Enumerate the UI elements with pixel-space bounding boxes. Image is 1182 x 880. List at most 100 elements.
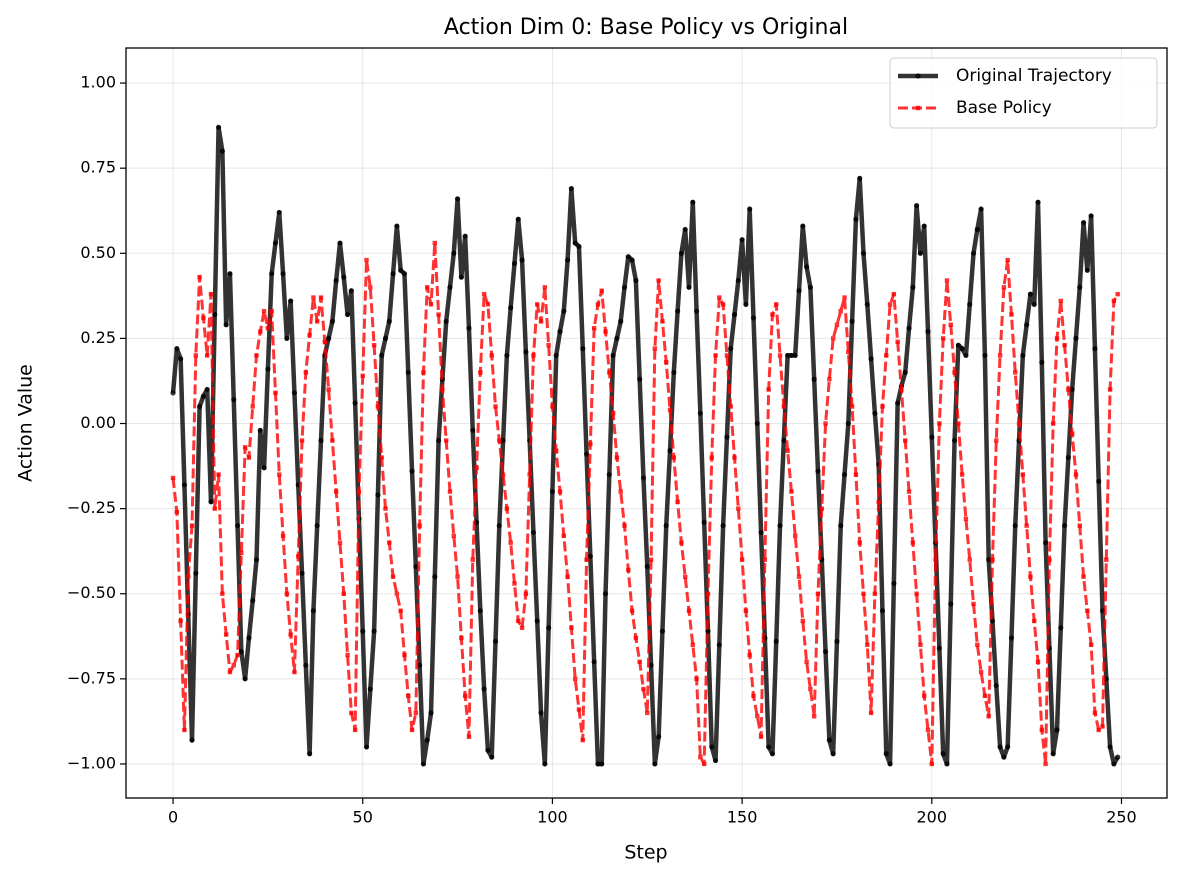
data-point: [880, 404, 885, 409]
data-point: [751, 693, 756, 699]
y-tick-label: −0.50: [67, 583, 116, 602]
data-point: [576, 707, 582, 712]
data-point: [937, 421, 942, 426]
data-point: [344, 311, 351, 318]
data-point: [940, 751, 946, 757]
data-point: [583, 451, 590, 457]
data-point: [1080, 220, 1087, 226]
data-point: [626, 567, 631, 573]
data-point: [220, 591, 225, 596]
data-point: [193, 570, 199, 576]
data-point: [917, 250, 924, 256]
data-point: [394, 591, 400, 596]
data-point: [724, 434, 730, 440]
data-point: [1115, 754, 1121, 760]
data-point: [364, 257, 369, 263]
data-point: [838, 308, 843, 314]
data-point: [777, 523, 783, 529]
data-point: [1061, 523, 1068, 529]
data-point: [535, 302, 540, 307]
data-point: [303, 370, 309, 375]
data-point: [758, 734, 764, 739]
data-point: [739, 237, 745, 243]
data-point: [519, 257, 525, 263]
data-point: [269, 271, 275, 277]
data-point: [398, 267, 404, 273]
x-tick-label: 250: [1106, 808, 1137, 827]
data-point: [781, 404, 787, 409]
data-point: [705, 628, 711, 634]
data-point: [1107, 744, 1113, 750]
data-point: [645, 710, 650, 716]
data-point: [197, 274, 202, 280]
data-point: [978, 669, 984, 675]
data-point: [409, 468, 415, 474]
data-point: [196, 403, 203, 410]
data-point: [891, 291, 897, 297]
data-point: [538, 319, 544, 324]
data-point: [694, 676, 699, 682]
data-point: [739, 557, 745, 562]
data-point: [1073, 335, 1079, 341]
data-point: [413, 710, 419, 716]
data-point: [1035, 659, 1041, 665]
data-point: [781, 437, 787, 444]
data-point: [660, 319, 665, 324]
data-point: [803, 264, 810, 270]
data-point: [216, 472, 221, 477]
data-point: [360, 628, 366, 634]
data-point: [974, 226, 980, 233]
data-point: [299, 438, 305, 443]
data-point: [849, 318, 855, 324]
data-point: [470, 427, 476, 433]
data-point: [842, 295, 847, 300]
data-point: [466, 325, 472, 331]
data-point: [671, 369, 677, 376]
legend-marker: [915, 105, 921, 111]
data-point: [546, 343, 551, 348]
data-point: [576, 243, 582, 250]
data-point: [1111, 298, 1117, 304]
data-point: [883, 751, 889, 757]
data-point: [925, 727, 931, 733]
data-point: [675, 499, 680, 505]
data-point: [360, 373, 365, 379]
data-point: [542, 761, 548, 767]
data-point: [315, 319, 320, 324]
data-point: [193, 353, 199, 358]
data-point: [777, 353, 783, 358]
data-point: [902, 369, 908, 376]
data-point: [1005, 744, 1011, 750]
data-point: [629, 608, 635, 613]
data-point: [474, 465, 479, 470]
data-point: [614, 335, 620, 341]
data-point: [280, 271, 286, 277]
data-point: [1035, 199, 1041, 205]
data-point: [982, 693, 988, 699]
data-point: [580, 346, 586, 352]
data-point: [303, 662, 309, 668]
data-point: [997, 353, 1003, 358]
data-point: [887, 302, 893, 307]
data-point: [368, 285, 373, 290]
data-point: [212, 506, 217, 511]
data-point: [906, 489, 912, 494]
data-point: [595, 302, 601, 307]
data-point: [925, 328, 931, 335]
data-point: [697, 410, 703, 416]
data-point: [682, 574, 688, 579]
data-point: [497, 438, 502, 443]
data-point: [811, 714, 817, 719]
data-point: [963, 352, 969, 359]
data-point: [872, 591, 878, 596]
data-point: [447, 489, 453, 494]
data-point: [405, 369, 411, 376]
data-point: [485, 747, 491, 753]
data-point: [565, 574, 570, 579]
data-point: [978, 206, 984, 212]
data-point: [466, 734, 472, 739]
data-point: [553, 352, 559, 359]
data-point: [1084, 267, 1090, 273]
data-point: [599, 761, 605, 767]
data-point: [1069, 431, 1075, 436]
